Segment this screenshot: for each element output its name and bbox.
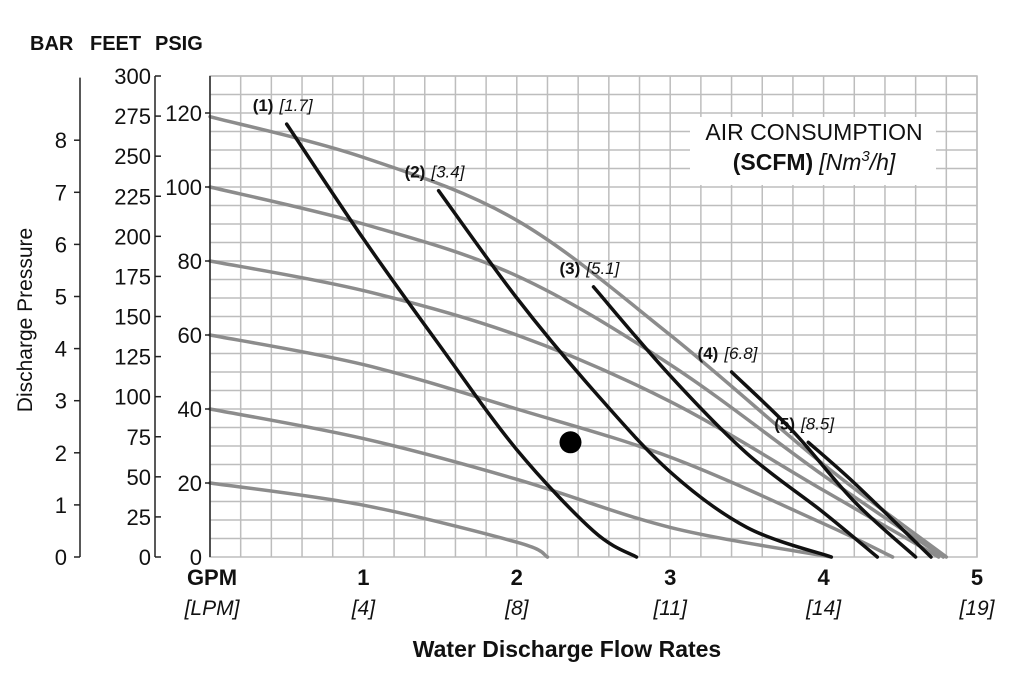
feet-tick-label: 150 (114, 305, 151, 330)
bar-tick-label: 6 (55, 232, 67, 257)
bar-tick-label: 7 (55, 180, 67, 205)
feet-tick-label: 50 (127, 465, 151, 490)
x-tick-sublabel: [8] (504, 597, 530, 620)
x-tick-label: 1 (357, 565, 369, 590)
bar-tick-label: 3 (55, 389, 67, 414)
psig-tick-label: 0 (190, 545, 202, 570)
air-curve-label: (5) [8.5] (774, 414, 835, 433)
operating-point-marker (559, 431, 582, 454)
air-curve-nm3h: [5.1] (585, 259, 620, 278)
x-tick-label: 2 (511, 565, 523, 590)
feet-tick-label: 175 (114, 264, 151, 289)
pressure-curve (208, 407, 834, 559)
air-legend-units: (SCFM) [Nm3/h] (733, 148, 896, 175)
psig-tick-label: 80 (178, 249, 202, 274)
x-tick-label: 4 (817, 565, 830, 590)
air-curve-nm3h: [3.4] (430, 163, 465, 182)
bar-tick-label: 4 (55, 337, 67, 362)
feet-tick-label: 250 (114, 144, 151, 169)
feet-tick-label: 200 (114, 224, 151, 249)
x-axis-label: Water Discharge Flow Rates (413, 636, 721, 662)
feet-tick-label: 100 (114, 385, 151, 410)
unit-feet: FEET (90, 33, 141, 55)
air-consumption-curve (729, 370, 918, 559)
psig-tick-label: 40 (178, 397, 202, 422)
air-curve-number: (2) (405, 163, 426, 182)
bar-tick-label: 8 (55, 128, 67, 153)
x-unit-gpm: GPM (187, 565, 237, 590)
bar-tick-label: 0 (55, 545, 67, 570)
feet-tick-label: 75 (127, 425, 151, 450)
feet-tick-label: 275 (114, 104, 151, 129)
unit-bar: BAR (30, 33, 74, 55)
x-tick-sublabel: [14] (805, 597, 842, 620)
air-curve-label: (1) [1.7] (253, 96, 314, 115)
bar-tick-label: 2 (55, 441, 67, 466)
psig-tick-label: 20 (178, 471, 202, 496)
air-curve-label: (2) [3.4] (405, 163, 466, 182)
feet-tick-label: 125 (114, 345, 151, 370)
air-curve-number: (1) (253, 96, 274, 115)
feet-tick-label: 0 (139, 545, 151, 570)
x-tick-sublabel: [4] (351, 597, 377, 620)
axes: 2040608010012000255075100125150175200225… (55, 64, 996, 620)
pressure-curve (208, 333, 895, 559)
air-curve-nm3h: [8.5] (800, 414, 835, 433)
feet-tick-label: 300 (114, 64, 151, 89)
marker-layer (559, 431, 582, 454)
x-tick-sublabel: [11] (652, 597, 688, 620)
air-consumption-curve (284, 122, 639, 559)
bar-tick-label: 5 (55, 285, 67, 310)
x-tick-label: 5 (971, 565, 983, 590)
air-legend-scfm: (SCFM) (733, 149, 813, 175)
x-tick-label: 3 (664, 565, 676, 590)
air-curve-number: (3) (560, 259, 581, 278)
x-unit-lpm: [LPM] (184, 597, 241, 620)
air-consumption-curve (806, 440, 933, 559)
psig-tick-label: 120 (165, 101, 202, 126)
air-legend-box (690, 117, 936, 185)
air-legend-sup: 3 (861, 148, 870, 165)
air-consumption-curve (436, 188, 834, 559)
air-consumption-curve (591, 285, 880, 559)
air-legend-nm: [Nm (818, 149, 861, 175)
y-axis-label: Discharge Pressure (14, 228, 37, 412)
x-tick-sublabel: [19] (958, 597, 995, 620)
bar-tick-label: 1 (55, 493, 67, 518)
unit-psig: PSIG (155, 33, 203, 55)
air-legend-title: AIR CONSUMPTION (705, 119, 922, 145)
air-curve-label: (4) [6.8] (698, 344, 759, 363)
pressure-curve (208, 481, 550, 559)
air-curve-nm3h: [1.7] (278, 96, 313, 115)
curve-labels: (1) [1.7] (2) [3.4] (3) [5.1] (4) [6.8] (5) [8.5] (253, 96, 836, 433)
psig-tick-label: 100 (165, 175, 202, 200)
air-curves (284, 122, 933, 559)
air-curve-number: (4) (698, 344, 719, 363)
feet-tick-label: 25 (127, 505, 151, 530)
psig-tick-label: 60 (178, 323, 202, 348)
pressure-curve (208, 259, 941, 559)
air-legend-h: /h] (868, 149, 896, 175)
air-curve-number: (5) (774, 414, 795, 433)
air-curve-label: (3) [5.1] (560, 259, 621, 278)
feet-tick-label: 225 (114, 184, 151, 209)
air-curve-nm3h: [6.8] (723, 344, 758, 363)
pressure-curve (208, 114, 949, 559)
